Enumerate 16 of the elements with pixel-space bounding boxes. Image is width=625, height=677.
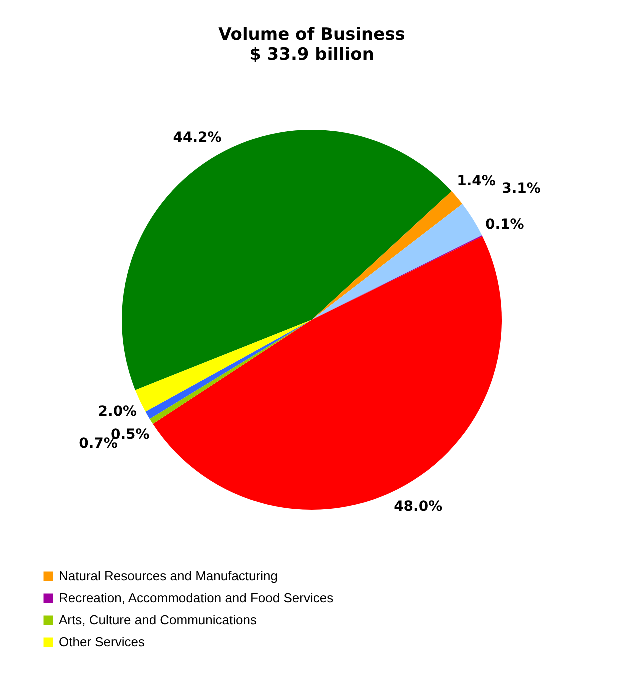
- pie-slice: [312, 204, 482, 320]
- legend-label: Natural Resources and Manufacturing: [59, 568, 278, 584]
- data-label: 3.1%: [502, 181, 541, 198]
- data-label: 1.4%: [457, 174, 496, 190]
- data-label: 2.0%: [98, 404, 138, 420]
- data-label: 0.1%: [485, 216, 524, 233]
- pie-slice: [312, 191, 463, 320]
- legend-label: Arts, Culture and Communications: [59, 612, 258, 628]
- chart-subtitle: $ 33.9 billion: [250, 44, 374, 65]
- legend-label: Other Services: [59, 634, 146, 650]
- pie-slice: [122, 130, 452, 390]
- data-label: 44.2%: [173, 130, 222, 146]
- data-label: 48.0%: [394, 498, 443, 515]
- chart-title: Volume of Business: [218, 24, 406, 45]
- pie-slice: [153, 236, 502, 510]
- legend-label: Recreation, Accommodation and Food Services: [59, 590, 334, 606]
